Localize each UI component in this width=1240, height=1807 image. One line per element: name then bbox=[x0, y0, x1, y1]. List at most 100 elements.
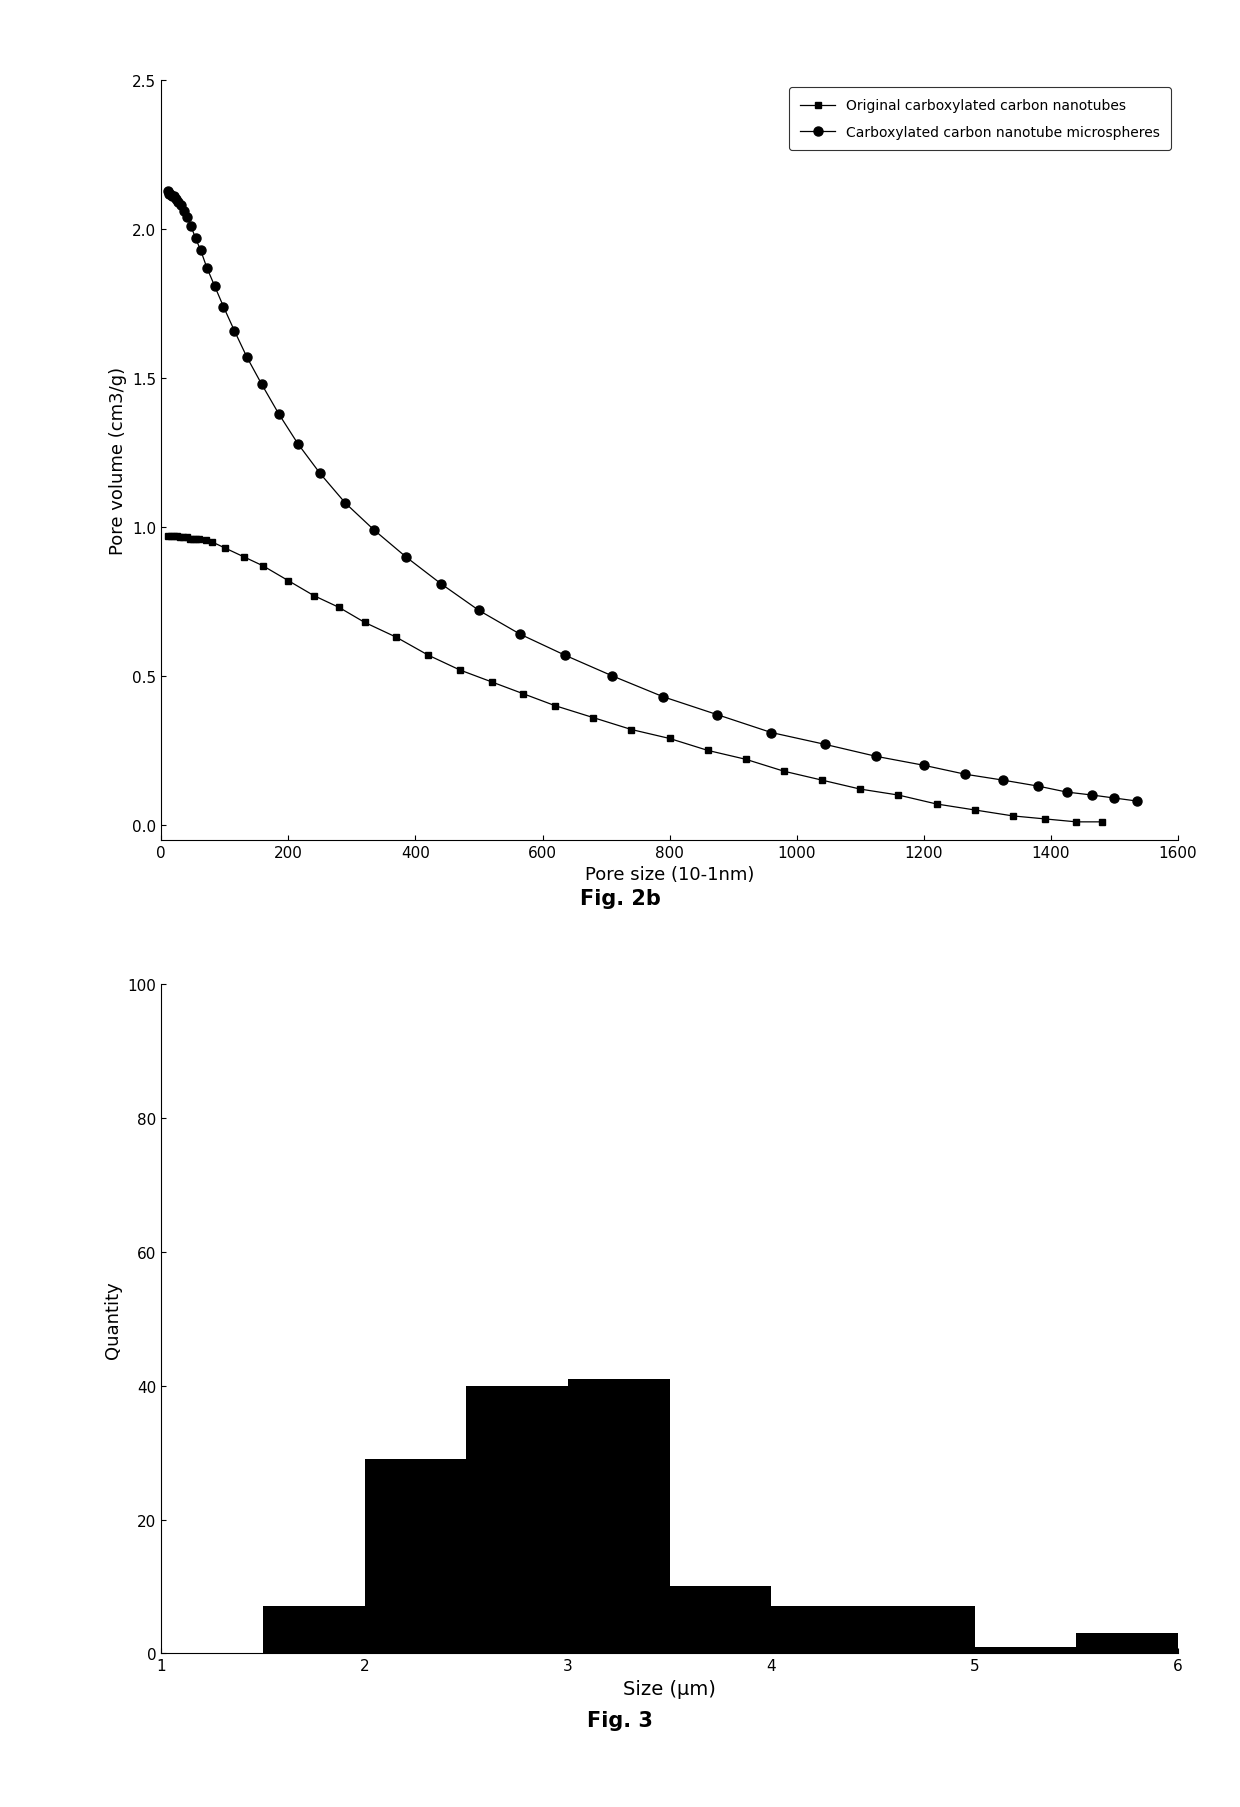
Carboxylated carbon nanotube microspheres bbox=[398, 548, 413, 569]
Carboxylated carbon nanotube microspheres bbox=[1059, 782, 1074, 804]
Carboxylated carbon nanotube microspheres bbox=[254, 374, 269, 396]
X-axis label: Size (μm): Size (μm) bbox=[624, 1679, 715, 1699]
Original carboxylated carbon nanotubes bbox=[306, 585, 321, 607]
Line: Carboxylated carbon nanotube microspheres: Carboxylated carbon nanotube microsphere… bbox=[162, 186, 1141, 806]
Carboxylated carbon nanotube microspheres bbox=[916, 755, 931, 777]
Legend: Original carboxylated carbon nanotubes, Carboxylated carbon nanotube microsphere: Original carboxylated carbon nanotubes, … bbox=[789, 89, 1171, 152]
Original carboxylated carbon nanotubes bbox=[389, 627, 404, 649]
Carboxylated carbon nanotube microspheres bbox=[1130, 791, 1145, 813]
Original carboxylated carbon nanotubes bbox=[182, 529, 197, 551]
Original carboxylated carbon nanotubes bbox=[166, 526, 181, 548]
Original carboxylated carbon nanotubes bbox=[484, 672, 498, 694]
Original carboxylated carbon nanotubes bbox=[890, 784, 905, 806]
Carboxylated carbon nanotube microspheres bbox=[513, 623, 528, 645]
Carboxylated carbon nanotube microspheres bbox=[656, 687, 671, 708]
Original carboxylated carbon nanotubes bbox=[179, 528, 193, 549]
Bar bbox=[466, 1386, 568, 1653]
Carboxylated carbon nanotube microspheres bbox=[216, 296, 231, 318]
Y-axis label: Quantity: Quantity bbox=[104, 1279, 122, 1359]
Original carboxylated carbon nanotubes bbox=[815, 770, 830, 791]
Original carboxylated carbon nanotubes bbox=[357, 613, 372, 634]
Text: Fig. 2b: Fig. 2b bbox=[579, 887, 661, 909]
Original carboxylated carbon nanotubes bbox=[188, 529, 203, 551]
Carboxylated carbon nanotube microspheres bbox=[171, 193, 186, 215]
Original carboxylated carbon nanotubes bbox=[776, 761, 791, 782]
Carboxylated carbon nanotube microspheres bbox=[1085, 784, 1100, 806]
Carboxylated carbon nanotube microspheres bbox=[709, 705, 724, 726]
X-axis label: Pore size (10-1nm): Pore size (10-1nm) bbox=[585, 866, 754, 884]
Original carboxylated carbon nanotubes bbox=[172, 528, 187, 549]
Original carboxylated carbon nanotubes bbox=[587, 707, 601, 728]
Carboxylated carbon nanotube microspheres bbox=[207, 276, 222, 298]
Carboxylated carbon nanotube microspheres bbox=[188, 228, 203, 249]
Carboxylated carbon nanotube microspheres bbox=[239, 347, 254, 369]
Bar bbox=[873, 1606, 975, 1653]
Line: Original carboxylated carbon nanotubes: Original carboxylated carbon nanotubes bbox=[164, 533, 1105, 826]
Original carboxylated carbon nanotubes bbox=[170, 526, 185, 548]
Original carboxylated carbon nanotubes bbox=[1006, 806, 1021, 828]
Original carboxylated carbon nanotubes bbox=[331, 598, 346, 620]
Carboxylated carbon nanotube microspheres bbox=[165, 186, 180, 208]
Carboxylated carbon nanotube microspheres bbox=[1030, 775, 1045, 797]
Carboxylated carbon nanotube microspheres bbox=[869, 746, 884, 768]
Original carboxylated carbon nanotubes bbox=[217, 538, 232, 560]
Original carboxylated carbon nanotubes bbox=[420, 645, 435, 667]
Carboxylated carbon nanotube microspheres bbox=[818, 734, 833, 755]
Original carboxylated carbon nanotubes bbox=[624, 719, 639, 741]
Carboxylated carbon nanotube microspheres bbox=[605, 665, 620, 687]
Original carboxylated carbon nanotubes bbox=[929, 793, 944, 815]
Carboxylated carbon nanotube microspheres bbox=[161, 184, 176, 206]
Carboxylated carbon nanotube microspheres bbox=[1107, 788, 1122, 810]
Carboxylated carbon nanotube microspheres bbox=[312, 463, 327, 484]
Original carboxylated carbon nanotubes bbox=[160, 526, 175, 548]
Carboxylated carbon nanotube microspheres bbox=[193, 240, 208, 262]
Original carboxylated carbon nanotubes bbox=[516, 683, 531, 705]
Original carboxylated carbon nanotubes bbox=[1069, 811, 1084, 833]
Original carboxylated carbon nanotubes bbox=[164, 526, 179, 548]
Carboxylated carbon nanotube microspheres bbox=[162, 184, 177, 206]
Carboxylated carbon nanotube microspheres bbox=[166, 186, 181, 208]
Carboxylated carbon nanotube microspheres bbox=[367, 520, 382, 542]
Bar bbox=[1076, 1634, 1178, 1653]
Bar bbox=[263, 1606, 365, 1653]
Carboxylated carbon nanotube microspheres bbox=[227, 320, 242, 342]
Original carboxylated carbon nanotubes bbox=[186, 529, 201, 551]
Original carboxylated carbon nanotubes bbox=[548, 696, 563, 717]
Carboxylated carbon nanotube microspheres bbox=[180, 208, 195, 229]
Original carboxylated carbon nanotubes bbox=[280, 571, 296, 593]
Bar bbox=[771, 1606, 873, 1653]
Original carboxylated carbon nanotubes bbox=[198, 529, 213, 551]
Original carboxylated carbon nanotubes bbox=[205, 531, 219, 553]
Carboxylated carbon nanotube microspheres bbox=[184, 217, 198, 239]
Carboxylated carbon nanotube microspheres bbox=[434, 573, 449, 595]
Text: Fig. 3: Fig. 3 bbox=[587, 1709, 653, 1731]
Original carboxylated carbon nanotubes bbox=[1094, 811, 1109, 833]
Carboxylated carbon nanotube microspheres bbox=[176, 201, 191, 222]
Carboxylated carbon nanotube microspheres bbox=[272, 403, 286, 425]
Carboxylated carbon nanotube microspheres bbox=[200, 258, 215, 280]
Original carboxylated carbon nanotubes bbox=[739, 750, 754, 772]
Original carboxylated carbon nanotubes bbox=[255, 555, 270, 576]
Bar bbox=[975, 1646, 1076, 1653]
Carboxylated carbon nanotube microspheres bbox=[957, 764, 972, 786]
Carboxylated carbon nanotube microspheres bbox=[339, 493, 353, 515]
Bar bbox=[670, 1587, 771, 1653]
Y-axis label: Pore volume (cm3/g): Pore volume (cm3/g) bbox=[109, 367, 126, 555]
Original carboxylated carbon nanotubes bbox=[967, 801, 982, 822]
Original carboxylated carbon nanotubes bbox=[176, 528, 191, 549]
Original carboxylated carbon nanotubes bbox=[662, 728, 677, 750]
Carboxylated carbon nanotube microspheres bbox=[290, 434, 305, 455]
Carboxylated carbon nanotube microspheres bbox=[557, 645, 572, 667]
Carboxylated carbon nanotube microspheres bbox=[160, 181, 175, 202]
Original carboxylated carbon nanotubes bbox=[192, 529, 207, 551]
Original carboxylated carbon nanotubes bbox=[853, 779, 868, 801]
Bar bbox=[568, 1379, 670, 1653]
Bar bbox=[365, 1460, 466, 1653]
Original carboxylated carbon nanotubes bbox=[701, 741, 715, 763]
Carboxylated carbon nanotube microspheres bbox=[471, 600, 486, 622]
Original carboxylated carbon nanotubes bbox=[453, 660, 467, 681]
Original carboxylated carbon nanotubes bbox=[1037, 808, 1052, 829]
Carboxylated carbon nanotube microspheres bbox=[174, 195, 188, 217]
Carboxylated carbon nanotube microspheres bbox=[169, 190, 184, 211]
Carboxylated carbon nanotube microspheres bbox=[996, 770, 1011, 791]
